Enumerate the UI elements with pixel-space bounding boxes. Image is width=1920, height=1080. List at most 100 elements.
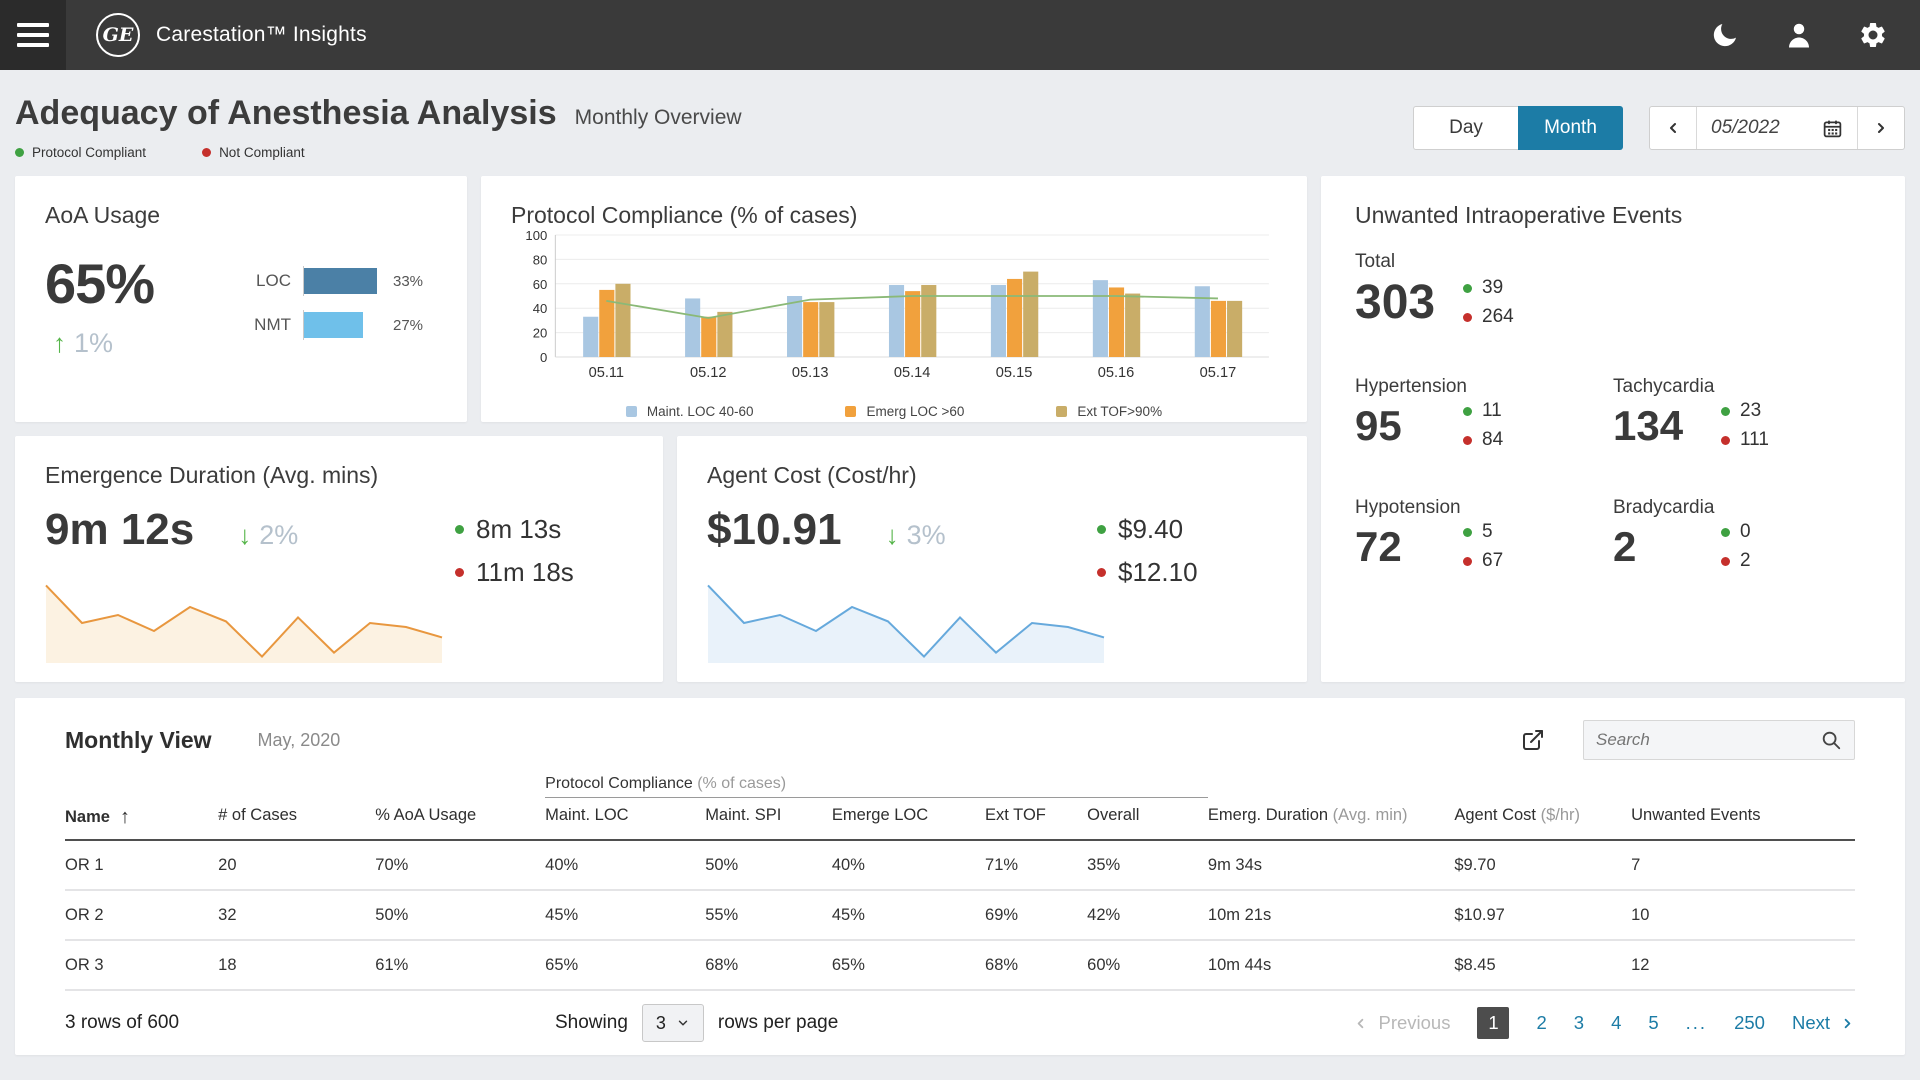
aoa-value: 65% <box>45 251 245 316</box>
column-header-overall: Overall <box>1087 798 1208 839</box>
chart-legend-label: Emerg LOC >60 <box>866 404 964 419</box>
event-compliant-row: 39 <box>1463 277 1514 299</box>
event-compliant-value: 5 <box>1482 521 1493 543</box>
trend-up-icon: ↑ <box>53 328 66 359</box>
table-cell: $9.70 <box>1454 841 1631 889</box>
table-cell: $8.45 <box>1454 941 1631 989</box>
aoa-bar-label: NMT <box>245 315 291 335</box>
search-input[interactable] <box>1596 730 1820 750</box>
table-footer: 3 rows of 600 Showing 3 rows per page Pr… <box>65 991 1855 1055</box>
column-label: Maint. SPI <box>705 806 781 824</box>
event-total-value: 2 <box>1613 523 1721 571</box>
prev-month-chevron-icon[interactable] <box>1650 107 1696 149</box>
table-row[interactable]: OR 12070%40%50%40%71%35%9m 34s$9.707 <box>65 841 1855 891</box>
column-header-emerg-duration: Emerg. Duration (Avg. min) <box>1208 798 1454 839</box>
table-cell: 7 <box>1631 841 1855 889</box>
event-group: Hypertension951184 <box>1355 376 1613 451</box>
protocol-chart-legend: Maint. LOC 40-60Emerg LOC >60Ext TOF>90% <box>511 404 1277 419</box>
table-cell: 10m 21s <box>1208 891 1454 939</box>
menu-icon[interactable] <box>0 0 66 70</box>
svg-text:60: 60 <box>533 277 548 292</box>
rows-per-page-value: 3 <box>656 1013 666 1034</box>
emergence-sparkline <box>45 571 445 667</box>
svg-text:80: 80 <box>533 252 548 267</box>
table-cell: 35% <box>1087 841 1208 889</box>
search-icon[interactable] <box>1820 729 1842 751</box>
user-icon[interactable] <box>1784 20 1814 50</box>
event-split-values: 39264 <box>1463 277 1514 328</box>
export-external-link-icon[interactable] <box>1521 728 1545 752</box>
event-values-row: 13423111 <box>1613 400 1871 451</box>
table-row[interactable]: OR 23250%45%55%45%69%42%10m 21s$10.9710 <box>65 891 1855 941</box>
event-compliant-row: 5 <box>1463 521 1503 543</box>
aoa-bar-track <box>303 310 381 340</box>
column-label: Unwanted Events <box>1631 806 1760 824</box>
day-button[interactable]: Day <box>1413 106 1518 150</box>
legend-square-icon <box>1056 406 1067 417</box>
page-button-2[interactable]: 2 <box>1536 1012 1546 1034</box>
protocol-compliance-card: Protocol Compliance (% of cases) 0204060… <box>481 176 1307 422</box>
page-button-4[interactable]: 4 <box>1611 1012 1621 1034</box>
chevron-left-icon <box>1353 1016 1368 1031</box>
event-compliant-value: 39 <box>1482 277 1503 299</box>
column-header-name[interactable]: Name↑ <box>65 798 218 839</box>
svg-text:40: 40 <box>533 301 548 316</box>
card-title: Protocol Compliance (% of cases) <box>511 202 1277 229</box>
table-cell: 40% <box>832 841 985 889</box>
table-cell: $10.97 <box>1454 891 1631 939</box>
event-compliant-row: 11 <box>1463 400 1503 422</box>
table-row[interactable]: OR 31861%65%68%65%68%60%10m 44s$8.4512 <box>65 941 1855 991</box>
table-cell: OR 1 <box>65 841 218 889</box>
event-compliant-row: 23 <box>1721 400 1769 422</box>
month-button[interactable]: Month <box>1518 106 1623 150</box>
next-month-chevron-icon[interactable] <box>1858 107 1904 149</box>
dark-mode-moon-icon[interactable] <box>1710 20 1740 50</box>
unwanted-events-card: Unwanted Intraoperative Events Total3033… <box>1321 176 1905 682</box>
event-compliant-value: 11 <box>1482 400 1502 422</box>
compliant-dot-icon <box>455 525 464 534</box>
protocol-compliance-group-header: Protocol Compliance (% of cases) <box>545 775 1208 798</box>
page-button-5[interactable]: 5 <box>1648 1012 1658 1034</box>
noncompliant-dot-icon <box>1463 313 1472 322</box>
aoa-bar-row: NMT27% <box>245 310 437 340</box>
page-button-250[interactable]: 250 <box>1734 1012 1765 1034</box>
date-value[interactable]: 05/2022 <box>1711 117 1780 139</box>
legend-dot-icon <box>202 148 211 157</box>
legend-square-icon <box>845 406 856 417</box>
svg-text:05.13: 05.13 <box>792 365 829 381</box>
column-header--aoa-usage: % AoA Usage <box>375 798 545 839</box>
next-page-button[interactable]: Next <box>1792 1012 1855 1034</box>
brand-name: Carestation™ Insights <box>156 23 367 47</box>
legend-label: Not Compliant <box>219 145 305 160</box>
previous-page-button[interactable]: Previous <box>1353 1012 1450 1034</box>
table-cell: 65% <box>832 941 985 989</box>
card-title: Emergence Duration (Avg. mins) <box>45 462 633 489</box>
rows-info: 3 rows of 600 <box>65 1012 365 1034</box>
table-cell: 42% <box>1087 891 1208 939</box>
noncompliant-dot-icon <box>1721 557 1730 566</box>
emergence-value: 9m 12s <box>45 505 194 555</box>
table-cell: 12 <box>1631 941 1855 989</box>
event-split-values: 02 <box>1721 521 1751 572</box>
chart-legend-item: Emerg LOC >60 <box>845 404 964 419</box>
page-button-3[interactable]: 3 <box>1574 1012 1584 1034</box>
agent-cost-sparkline <box>707 571 1107 667</box>
page-button-1[interactable]: 1 <box>1477 1007 1509 1039</box>
calendar-icon[interactable] <box>1822 118 1843 139</box>
column-header-agent-cost: Agent Cost ($/hr) <box>1454 798 1631 839</box>
ge-logo-icon: GE <box>96 13 140 57</box>
event-noncompliant-value: 111 <box>1740 429 1769 451</box>
table-cell: 18 <box>218 941 375 989</box>
noncompliant-dot-icon <box>1463 436 1472 445</box>
table-cell: 45% <box>832 891 985 939</box>
compliant-dot-icon <box>1463 528 1472 537</box>
rows-per-page-select[interactable]: 3 <box>642 1004 704 1042</box>
top-bar: GE Carestation™ Insights <box>0 0 1920 70</box>
compliant-dot-icon <box>1097 525 1106 534</box>
column-label: Agent Cost <box>1454 806 1536 824</box>
sort-up-icon[interactable]: ↑ <box>120 806 130 829</box>
event-noncompliant-row: 111 <box>1721 429 1769 451</box>
gear-icon[interactable] <box>1858 20 1888 50</box>
column-label: Overall <box>1087 806 1139 824</box>
svg-text:05.14: 05.14 <box>894 365 931 381</box>
